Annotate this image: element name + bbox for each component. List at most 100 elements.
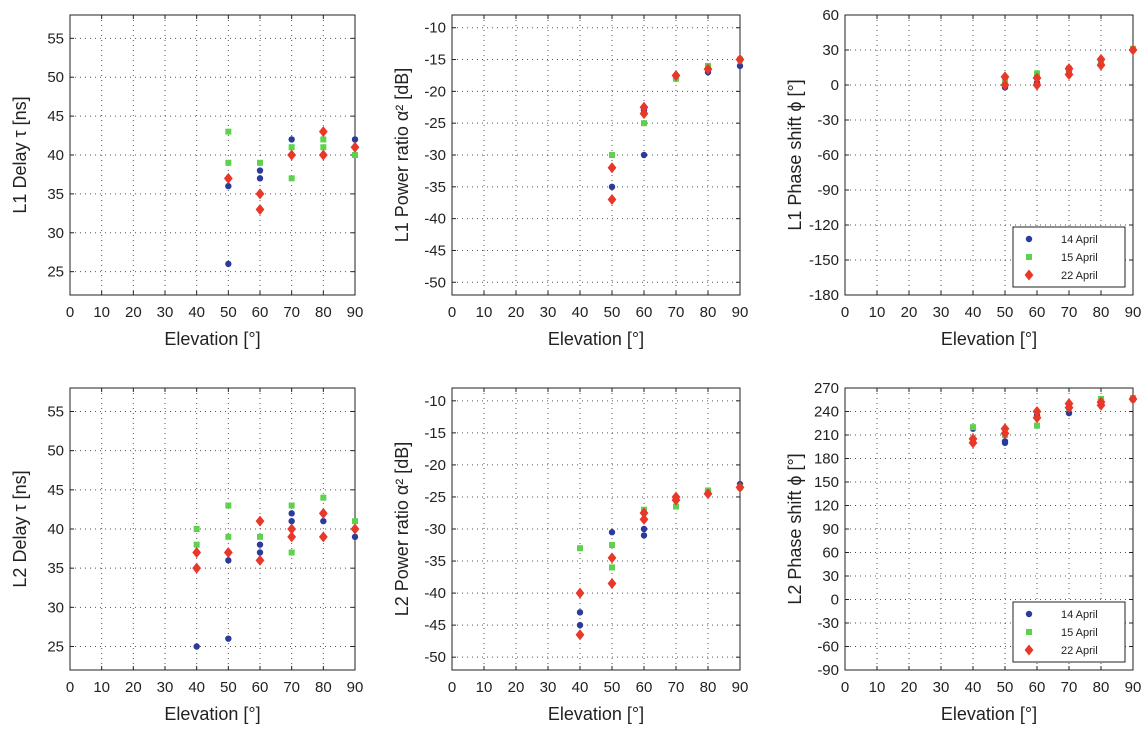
y-tick-label: 45: [47, 108, 64, 125]
y-tick-label: -15: [424, 52, 446, 69]
x-tick-label: 30: [157, 679, 174, 696]
data-point-circle: [256, 175, 264, 182]
y-tick-label: -40: [424, 585, 446, 602]
y-tick-label: 60: [822, 545, 839, 562]
y-tick-label: 0: [831, 592, 839, 609]
x-tick-label: 20: [125, 679, 142, 696]
data-point-circle: [608, 529, 616, 536]
y-tick-label: -30: [817, 112, 839, 129]
plot-frame: [451, 387, 741, 671]
data-point-circle: [640, 151, 648, 159]
data-point-circle: [256, 541, 264, 548]
x-tick-label: 10: [93, 679, 110, 696]
x-tick-label: 30: [540, 679, 557, 696]
y-axis-label: L2 Delay τ [ns]: [10, 470, 30, 587]
y-tick-label: -50: [424, 274, 446, 291]
data-point-diamond: [350, 523, 360, 535]
x-tick-label: 10: [869, 679, 886, 696]
x-tick-label: 10: [476, 304, 493, 321]
data-point-square: [288, 175, 295, 182]
data-point-diamond: [255, 188, 265, 200]
data-point-diamond: [192, 562, 202, 574]
data-point-diamond: [1064, 69, 1074, 80]
legend-marker-circle: [1025, 235, 1033, 243]
x-tick-label: 0: [448, 679, 456, 696]
x-tick-label: 70: [283, 304, 300, 321]
y-tick-label: -45: [424, 617, 446, 634]
data-point-diamond: [1032, 406, 1042, 417]
legend-marker-diamond: [1024, 644, 1034, 656]
data-point-diamond: [1032, 412, 1042, 424]
data-point-circle: [225, 635, 232, 642]
data-point-diamond: [223, 547, 233, 558]
y-tick-label: -30: [817, 615, 839, 632]
data-point-circle: [736, 62, 744, 70]
y-tick-label: -150: [809, 252, 839, 269]
x-tick-label: 70: [1061, 679, 1078, 696]
y-tick-label: 90: [822, 521, 839, 538]
data-point-diamond: [287, 149, 297, 161]
x-tick-label: 80: [1093, 679, 1110, 696]
x-tick-label: 50: [997, 679, 1014, 696]
data-point-square: [609, 152, 615, 158]
y-axis-label: L1 Power ratio α² [dB]: [392, 68, 412, 242]
data-point-diamond: [575, 587, 585, 599]
data-point-circle: [256, 167, 264, 174]
data-point-square: [257, 159, 263, 166]
data-point-diamond: [1128, 393, 1138, 405]
y-tick-label: 240: [814, 404, 839, 421]
x-tick-label: 10: [476, 679, 493, 696]
x-tick-label: 30: [540, 304, 557, 321]
data-point-diamond: [607, 194, 617, 206]
x-tick-label: 80: [1093, 304, 1110, 321]
y-tick-label: 50: [47, 443, 64, 460]
x-tick-label: 40: [572, 304, 589, 321]
x-tick-label: 0: [841, 679, 849, 696]
chart-panel-4: 0 10 20 30 40 50 60 70 80 90 25 30 35 40 45 50 55 Elevati…: [10, 387, 364, 724]
data-point-circle: [256, 549, 264, 556]
y-tick-label: 25: [47, 639, 64, 656]
data-point-diamond: [1000, 427, 1010, 439]
x-tick-label: 50: [604, 304, 621, 321]
y-tick-label: 30: [822, 42, 839, 59]
x-tick-label: 70: [1061, 304, 1078, 321]
y-tick-label: -90: [817, 182, 839, 199]
y-axis-label: L2 Phase shift ϕ [°]: [785, 453, 805, 604]
y-tick-label: -30: [424, 521, 446, 538]
data-point-diamond: [735, 54, 745, 66]
legend-marker-square: [1026, 254, 1032, 260]
data-point-diamond: [703, 488, 713, 500]
data-point-square: [225, 502, 232, 509]
y-tick-label: 210: [814, 427, 839, 444]
y-tick-label: 35: [47, 560, 64, 577]
y-tick-label: 30: [47, 599, 64, 616]
data-point-square: [320, 136, 327, 143]
data-point-diamond: [255, 203, 265, 215]
data-point-circle: [288, 136, 295, 143]
data-point-circle: [288, 517, 295, 525]
data-point-circle: [576, 609, 584, 616]
x-tick-label: 0: [841, 304, 849, 321]
x-tick-label: 90: [347, 679, 364, 696]
y-tick-label: 45: [47, 482, 64, 499]
chart-panel-3: 0 10 20 30 40 50 60 70 80 90 -180 -150 -120 -90 -60 -30…: [785, 7, 1141, 349]
x-tick-label: 70: [283, 679, 300, 696]
legend: 14 April 15 April 22 April: [1012, 601, 1126, 663]
data-point-square: [352, 518, 358, 525]
y-axis-label: L1 Delay τ [ns]: [10, 96, 30, 213]
x-tick-label: 80: [315, 679, 332, 696]
data-point-circle: [640, 525, 648, 533]
legend-entry-label: 15 April: [1061, 252, 1098, 264]
x-tick-label: 40: [188, 679, 205, 696]
data-point-square: [288, 502, 295, 509]
data-point-square: [970, 424, 976, 431]
x-tick-label: 60: [252, 679, 269, 696]
x-tick-label: 30: [157, 304, 174, 321]
x-tick-label: 50: [220, 679, 237, 696]
data-point-square: [673, 503, 679, 510]
legend-entry-label: 15 April: [1061, 627, 1098, 639]
data-point-square: [225, 533, 232, 540]
data-point-diamond: [671, 69, 681, 81]
data-point-circle: [351, 136, 359, 143]
